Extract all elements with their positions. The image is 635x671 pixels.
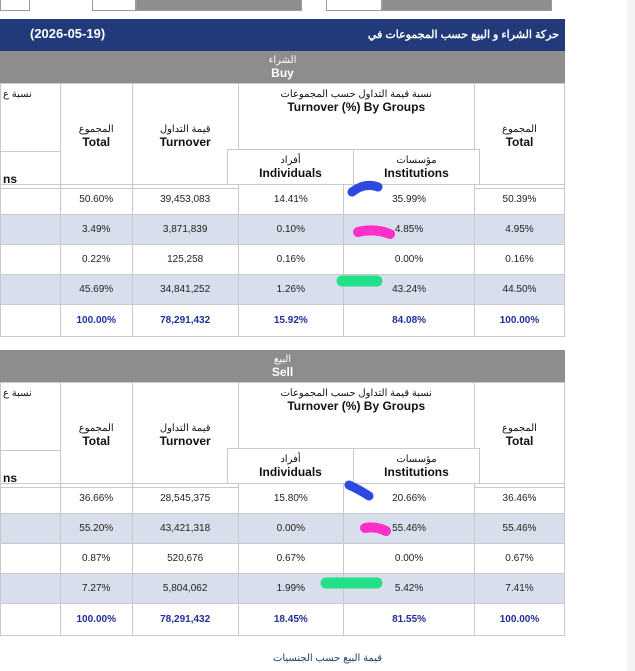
buy-total-cell: 3.49% (59, 214, 133, 245)
sell-section-en: Sell (271, 365, 294, 379)
sell-col-individuals: أفراد Individuals (227, 448, 354, 484)
sell-col-institutions: مؤسسات Institutions (353, 448, 480, 484)
buy-total-cell: 100.00% (59, 304, 133, 337)
buy-col-institutions: مؤسسات Institutions (353, 149, 480, 185)
buy-total2-cell: 44.50% (473, 274, 566, 305)
sell-table: نسبة ع المجموع Total قيمة التداول Turnover… (0, 382, 566, 488)
sell-subheader: أفراد Individuals مؤسسات Institutions (227, 448, 480, 484)
table-row: 50.60% 39,453,083 14.41% 35.99% 50.39% (0, 184, 566, 215)
buy-subheader: أفراد Individuals مؤسسات Institutions (227, 149, 480, 185)
buy-total-cell: 50.60% (59, 184, 133, 215)
top-box-2 (92, 0, 136, 11)
buy-col-individuals: أفراد Individuals (227, 149, 354, 185)
report-banner: (2026-05-19) حركة الشراء و البيع حسب الم… (0, 19, 565, 51)
sell-total-cell: 0.87% (59, 543, 133, 574)
sell-total2-cell: 0.67% (473, 543, 566, 574)
buy-table: نسبة ع المجموع Total قيمة التداول Turnover… (0, 83, 566, 189)
sell-total2-cell: 100.00% (473, 603, 566, 636)
footer-caption: قيمة البيع حسب الجنسيات (272, 653, 383, 664)
sell-turnover-cell: 78,291,432 (131, 603, 239, 636)
buy-turnover-cell: 34,841,252 (131, 274, 239, 305)
table-row: 45.69% 34,841,252 1.26% 43.24% 44.50% (0, 274, 566, 305)
sell-col-total: المجموع Total (59, 382, 133, 488)
buy-col-total: المجموع Total (59, 83, 133, 189)
table-row: 7.27% 5,804,062 1.99% 5.42% 7.41% (0, 573, 566, 604)
sell-col-turnover: قيمة التداول Turnover (131, 382, 239, 488)
sell-turnover-cell: 5,804,062 (131, 573, 239, 604)
sell-institutions-cell: 81.55% (343, 603, 475, 636)
buy-total2-cell: 4.95% (473, 214, 566, 245)
buy-individuals-cell: 15.92% (237, 304, 345, 337)
sell-individuals-cell: 18.45% (237, 603, 345, 636)
report-date: (2026-05-19) (30, 26, 106, 41)
sell-total-cell: 7.27% (59, 573, 133, 604)
buy-total-cell: 45.69% (59, 274, 133, 305)
sell-total-cell: 100.00% (59, 603, 133, 636)
buy-section-en: Buy (271, 66, 294, 80)
buy-body: 50.60% 39,453,083 14.41% 35.99% 50.39% 3… (0, 184, 566, 337)
buy-turnover-cell: 39,453,083 (131, 184, 239, 215)
sell-clipped-sub: ns (0, 450, 61, 488)
sell-individuals-cell: 0.00% (237, 513, 345, 544)
buy-clipped-header: نسبة ع (0, 83, 61, 152)
sell-institutions-cell: 55.46% (343, 513, 475, 544)
sell-institutions-cell: 0.00% (343, 543, 475, 574)
buy-total2-cell: 50.39% (473, 184, 566, 215)
buy-turnover-cell: 3,871,839 (131, 214, 239, 245)
top-box-4 (326, 0, 382, 11)
buy-col-groups: نسبة قيمة التداول حسب المجموعات Turnover … (237, 83, 475, 152)
sell-turnover-cell: 43,421,318 (131, 513, 239, 544)
table-row: 0.22% 125,258 0.16% 0.00% 0.16% (0, 244, 566, 275)
buy-institutions-cell: 35.99% (343, 184, 475, 215)
buy-institutions-cell: 43.24% (343, 274, 475, 305)
sell-institutions-cell: 20.66% (343, 483, 475, 514)
top-box-3 (136, 0, 302, 11)
buy-individuals-cell: 14.41% (237, 184, 345, 215)
buy-total-cell: 0.22% (59, 244, 133, 275)
sell-body: 36.66% 28,545,375 15.80% 20.66% 36.46% 5… (0, 483, 566, 636)
sell-total-cell: 36.66% (59, 483, 133, 514)
sell-col-groups: نسبة قيمة التداول حسب المجموعات Turnover … (237, 382, 475, 451)
buy-individuals-cell: 0.16% (237, 244, 345, 275)
sell-individuals-cell: 0.67% (237, 543, 345, 574)
sell-section-ar: البيع (273, 354, 292, 365)
buy-total2-cell: 0.16% (473, 244, 566, 275)
report-title: حركة الشراء و البيع حسب المجموعات في (367, 29, 559, 41)
buy-section-ar: الشراء (268, 55, 297, 66)
sell-total2-cell: 36.46% (473, 483, 566, 514)
sell-turnover-cell: 28,545,375 (131, 483, 239, 514)
buy-institutions-cell: 4.85% (343, 214, 475, 245)
buy-col-turnover: قيمة التداول Turnover (131, 83, 239, 189)
table-row-total: 100.00% 78,291,432 15.92% 84.08% 100.00% (0, 304, 566, 337)
buy-clipped-sub: ns (0, 151, 61, 189)
sell-col-total2: المجموع Total (473, 382, 566, 488)
top-box-1 (0, 0, 30, 11)
sell-total2-cell: 55.46% (473, 513, 566, 544)
buy-institutions-cell: 84.08% (343, 304, 475, 337)
table-row-total: 100.00% 78,291,432 18.45% 81.55% 100.00% (0, 603, 566, 636)
buy-individuals-cell: 1.26% (237, 274, 345, 305)
sell-individuals-cell: 15.80% (237, 483, 345, 514)
sell-section-header: البيع Sell (0, 350, 565, 382)
sell-clipped-header: نسبة ع (0, 382, 61, 451)
sell-institutions-cell: 5.42% (343, 573, 475, 604)
table-row: 0.87% 520,676 0.67% 0.00% 0.67% (0, 543, 566, 574)
page-scrollbar[interactable] (627, 0, 635, 671)
table-row: 55.20% 43,421,318 0.00% 55.46% 55.46% (0, 513, 566, 544)
buy-institutions-cell: 0.00% (343, 244, 475, 275)
top-box-5 (382, 0, 552, 11)
buy-total2-cell: 100.00% (473, 304, 566, 337)
sell-total2-cell: 7.41% (473, 573, 566, 604)
table-row: 3.49% 3,871,839 0.10% 4.85% 4.95% (0, 214, 566, 245)
table-row: 36.66% 28,545,375 15.80% 20.66% 36.46% (0, 483, 566, 514)
buy-turnover-cell: 125,258 (131, 244, 239, 275)
sell-total-cell: 55.20% (59, 513, 133, 544)
sell-individuals-cell: 1.99% (237, 573, 345, 604)
buy-turnover-cell: 78,291,432 (131, 304, 239, 337)
buy-individuals-cell: 0.10% (237, 214, 345, 245)
sell-turnover-cell: 520,676 (131, 543, 239, 574)
buy-col-total2: المجموع Total (473, 83, 566, 189)
buy-section-header: الشراء Buy (0, 51, 565, 83)
